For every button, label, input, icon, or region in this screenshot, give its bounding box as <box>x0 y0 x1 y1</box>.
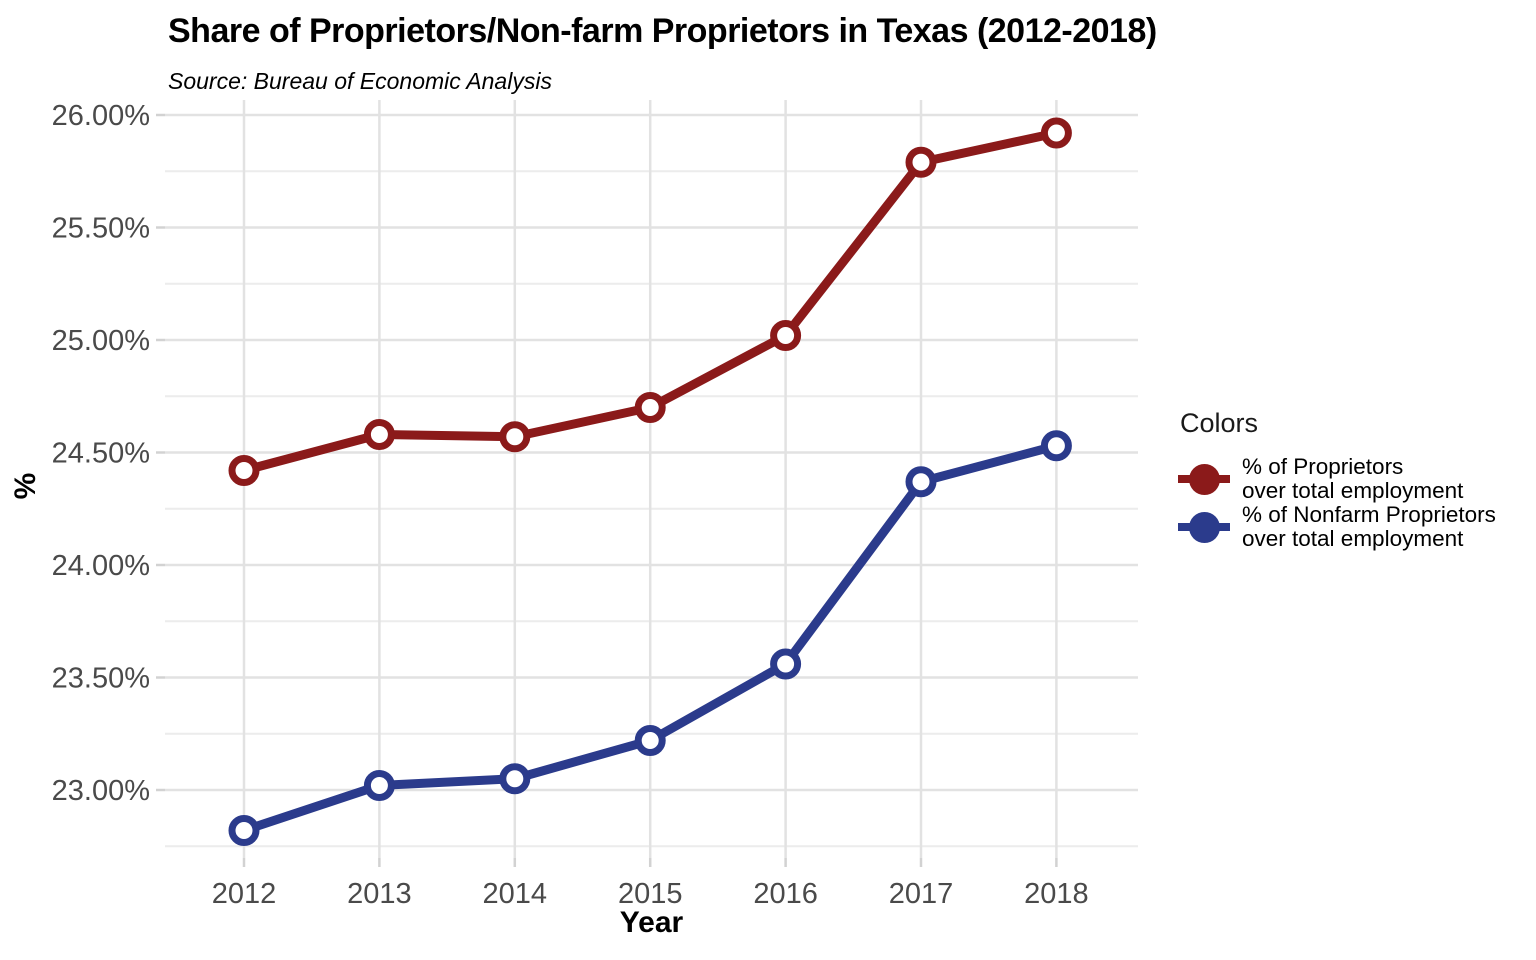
y-tick-label: 23.00% <box>52 775 150 807</box>
chart-subtitle: Source: Bureau of Economic Analysis <box>168 68 552 94</box>
data-point <box>499 763 531 795</box>
y-tick-label: 23.50% <box>52 663 150 695</box>
legend-entry-nonfarm: % of Nonfarm Proprietors over total empl… <box>1178 503 1530 551</box>
x-tick-label: 2014 <box>483 878 548 910</box>
x-tick-label: 2016 <box>753 878 818 910</box>
y-tick-label: 24.00% <box>52 550 150 582</box>
y-tick-label: 24.50% <box>52 438 150 470</box>
x-tick-label: 2015 <box>618 878 683 910</box>
data-point <box>634 392 666 423</box>
data-point <box>905 466 937 498</box>
legend-label-line2: over total employment <box>1242 526 1464 551</box>
y-tick-label: 25.50% <box>52 213 150 245</box>
legend-key-dot <box>1188 511 1220 543</box>
legend-label-nonfarm: % of Nonfarm Proprietors over total empl… <box>1242 503 1496 551</box>
data-point <box>228 455 260 486</box>
legend-key-nonfarm-icon <box>1178 503 1230 551</box>
data-point <box>905 146 937 178</box>
data-point <box>499 421 531 453</box>
legend-label-line2: over total employment <box>1242 478 1464 503</box>
x-tick-label: 2017 <box>889 878 954 910</box>
legend-key-dot <box>1188 463 1220 495</box>
x-tick-label: 2013 <box>347 878 412 910</box>
y-tick-label: 26.00% <box>52 100 150 132</box>
data-point <box>770 648 802 680</box>
y-axis-title: % <box>9 472 42 500</box>
legend-label-line1: % of Nonfarm Proprietors <box>1242 502 1496 527</box>
data-point <box>634 725 666 756</box>
x-tick-label: 2018 <box>1024 878 1089 910</box>
data-point <box>363 419 395 450</box>
legend-label-line1: % of Proprietors <box>1242 454 1404 479</box>
data-point <box>1040 430 1072 462</box>
chart-title: Share of Proprietors/Non-farm Proprietor… <box>168 12 1157 50</box>
legend: Colors % of Proprietors over total emplo… <box>1178 408 1530 551</box>
legend-title: Colors <box>1180 408 1259 438</box>
data-point <box>228 815 260 846</box>
legend-label-proprietors: % of Proprietors over total employment <box>1242 455 1463 503</box>
data-point <box>1040 117 1072 149</box>
legend-key-proprietors-icon <box>1178 455 1230 503</box>
y-tick-label: 25.00% <box>52 325 150 357</box>
x-tick-label: 2012 <box>212 878 277 910</box>
legend-entry-proprietors: % of Proprietors over total employment <box>1178 455 1530 503</box>
x-axis-title: Year <box>619 906 684 939</box>
data-point <box>770 320 802 351</box>
data-point <box>363 770 395 801</box>
